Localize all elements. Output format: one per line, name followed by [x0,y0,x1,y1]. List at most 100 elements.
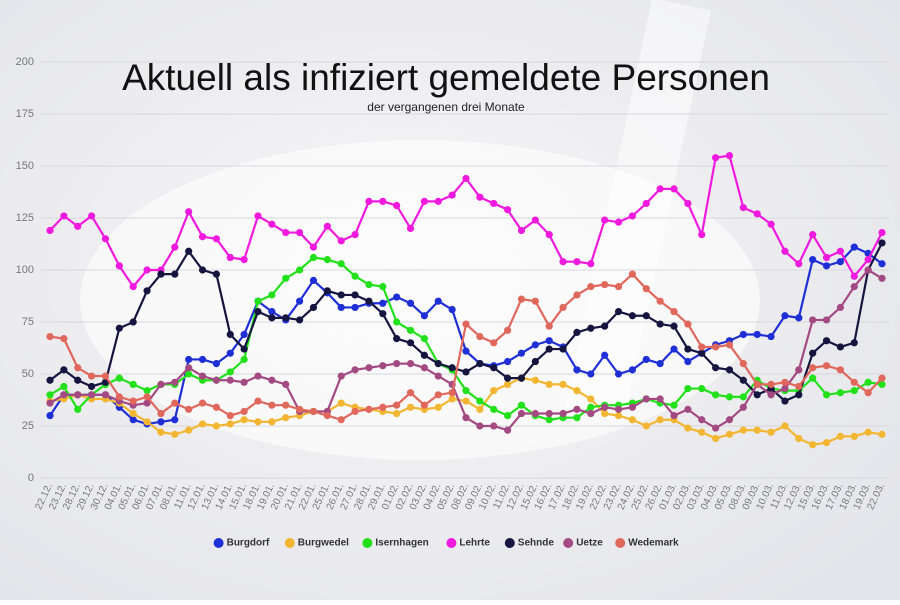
data-point [462,174,470,183]
data-point [171,430,179,438]
data-point [656,185,664,193]
data-point [365,364,373,372]
data-point [531,216,539,224]
data-point [559,303,567,312]
data-point [504,357,512,366]
data-point [462,397,470,405]
legend-label: Sehnde [518,538,555,549]
data-point [226,376,234,384]
data-point [601,216,609,224]
data-point [601,322,609,330]
data-point [143,266,151,274]
data-point [573,405,581,413]
data-point [490,364,498,372]
data-point [517,374,526,382]
data-point [628,212,637,220]
data-point [185,247,193,255]
data-point [573,387,581,395]
data-point [365,405,373,413]
data-point [351,291,359,299]
data-point [74,364,82,372]
data-point [628,366,637,374]
data-point [698,428,706,436]
data-point [614,308,623,316]
legend-marker [446,538,457,548]
data-point [781,384,789,393]
data-point [393,318,401,326]
data-point [739,376,747,384]
y-tick-label: 75 [22,316,34,328]
data-point [587,260,595,268]
data-point [559,258,567,266]
data-point [143,287,151,295]
data-point [545,409,553,418]
data-point [476,397,484,405]
data-point [809,349,817,357]
data-point [60,391,68,399]
data-point [448,191,456,199]
legend-marker [213,538,224,548]
data-point [462,414,470,422]
data-point [781,247,789,255]
y-tick-label: 0 [28,472,34,484]
data-point [226,330,234,339]
data-point [628,416,637,424]
data-point [781,422,789,430]
data-point [462,320,470,328]
data-point [795,391,803,399]
data-point [573,366,581,374]
data-point [337,237,345,245]
legend-marker [615,538,626,548]
data-point [670,185,678,193]
data-point [379,283,387,291]
data-point [587,403,595,411]
data-point [628,312,637,320]
data-point [850,243,858,251]
data-point [753,380,761,388]
data-point [476,332,484,341]
data-point [337,291,345,299]
data-point [296,316,304,324]
data-point [351,407,359,416]
data-point [171,243,179,251]
data-point [296,297,304,305]
data-point [379,403,387,411]
data-point [795,382,803,391]
data-point [420,312,428,320]
data-point [268,291,276,299]
data-point [490,405,498,413]
data-point [504,326,512,334]
data-point [337,303,345,312]
data-point [115,374,123,382]
data-point [642,312,650,320]
data-point [753,330,761,339]
data-point [268,376,276,384]
data-point [753,426,761,434]
data-point [185,208,193,216]
data-point [642,199,650,208]
data-point [809,364,817,372]
data-point [559,380,567,388]
data-point [490,422,498,430]
data-point [268,401,276,409]
legend-label: Wedemark [628,538,679,549]
data-point [504,380,512,388]
data-point [656,360,664,368]
data-point [143,399,151,407]
data-point [434,372,442,380]
data-point [850,272,858,280]
data-point [850,283,858,291]
data-point [309,407,318,416]
data-point [129,318,137,326]
data-point [254,212,262,220]
data-point [642,285,650,293]
data-point [406,326,415,334]
data-point [878,380,886,388]
data-point [198,355,207,364]
data-point [240,378,248,386]
data-point [656,395,664,403]
data-point [601,351,609,359]
data-point [157,270,165,278]
data-point [725,341,734,349]
data-point [712,154,720,162]
